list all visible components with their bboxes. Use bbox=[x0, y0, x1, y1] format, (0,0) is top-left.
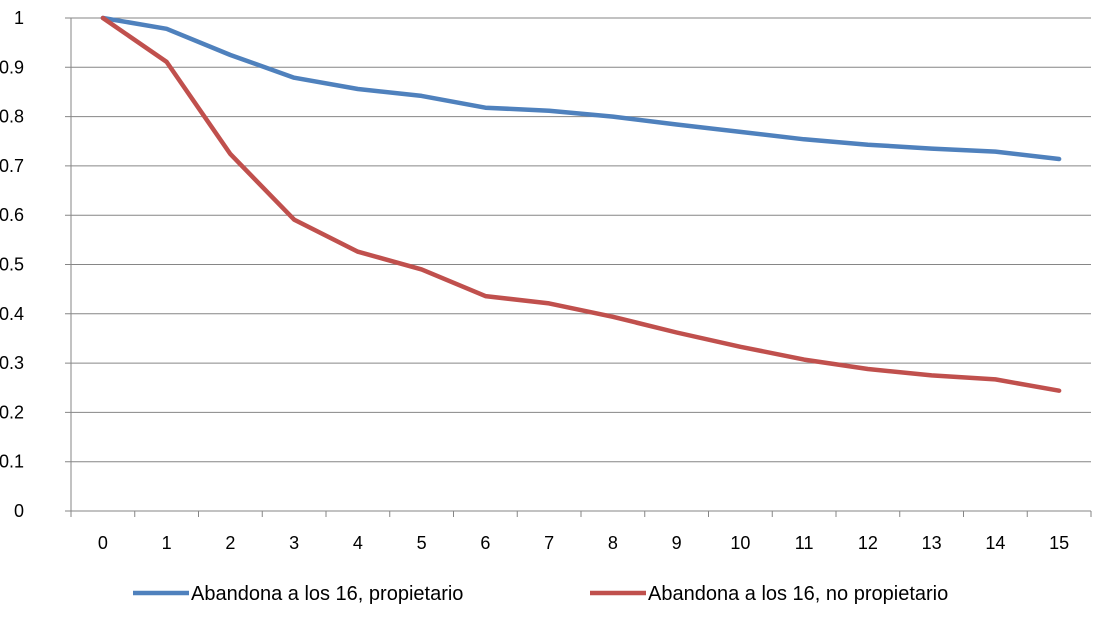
x-tick-label: 9 bbox=[672, 533, 682, 553]
x-axis-tick-labels: 0 1 2 3 4 5 6 7 8 9 10 11 12 13 14 15 bbox=[98, 533, 1069, 553]
y-tick-label: 0 bbox=[14, 501, 24, 521]
x-tick-label: 11 bbox=[795, 533, 814, 553]
x-tick-label: 15 bbox=[1049, 533, 1069, 553]
x-tick-label: 3 bbox=[289, 533, 299, 553]
series-line-2 bbox=[100, 15, 1062, 393]
y-tick-label: 0.9 bbox=[0, 57, 24, 77]
y-tick-label: 1 bbox=[14, 8, 24, 28]
x-tick-label: 8 bbox=[608, 533, 618, 553]
axes bbox=[65, 18, 1092, 517]
legend: Abandona a los 16, propietario Abandona a… bbox=[133, 583, 948, 605]
x-tick-label: 1 bbox=[162, 533, 172, 553]
y-tick-label: 0.2 bbox=[0, 402, 24, 422]
series-line-1 bbox=[100, 15, 1062, 162]
gridlines bbox=[65, 17, 1091, 463]
y-axis-tick-labels: 0 0.1 0.2 0.3 0.4 0.5 0.6 0.7 0.8 0.9 1 bbox=[0, 8, 24, 521]
y-tick-label: 0.3 bbox=[0, 353, 24, 373]
legend-label-1: Abandona a los 16, propietario bbox=[191, 583, 463, 605]
x-tick-label: 0 bbox=[98, 533, 108, 553]
x-tick-label: 13 bbox=[922, 533, 942, 553]
legend-label-2: Abandona a los 16, no propietario bbox=[648, 583, 948, 605]
x-tick-label: 14 bbox=[985, 533, 1005, 553]
x-tick-label: 6 bbox=[480, 533, 490, 553]
y-tick-label: 0.6 bbox=[0, 205, 24, 225]
y-tick-label: 0.5 bbox=[0, 255, 24, 275]
x-tick-label: 7 bbox=[544, 533, 554, 553]
x-tick-label: 4 bbox=[353, 533, 363, 553]
x-tick-label: 10 bbox=[730, 533, 750, 553]
x-tick-label: 12 bbox=[858, 533, 878, 553]
series-lines bbox=[100, 15, 1062, 393]
y-tick-label: 0.7 bbox=[0, 156, 24, 176]
y-tick-label: 0.4 bbox=[0, 304, 24, 324]
x-tick-label: 5 bbox=[417, 533, 427, 553]
y-tick-label: 0.1 bbox=[0, 452, 24, 472]
x-tick-label: 2 bbox=[225, 533, 235, 553]
y-tick-label: 0.8 bbox=[0, 107, 24, 127]
